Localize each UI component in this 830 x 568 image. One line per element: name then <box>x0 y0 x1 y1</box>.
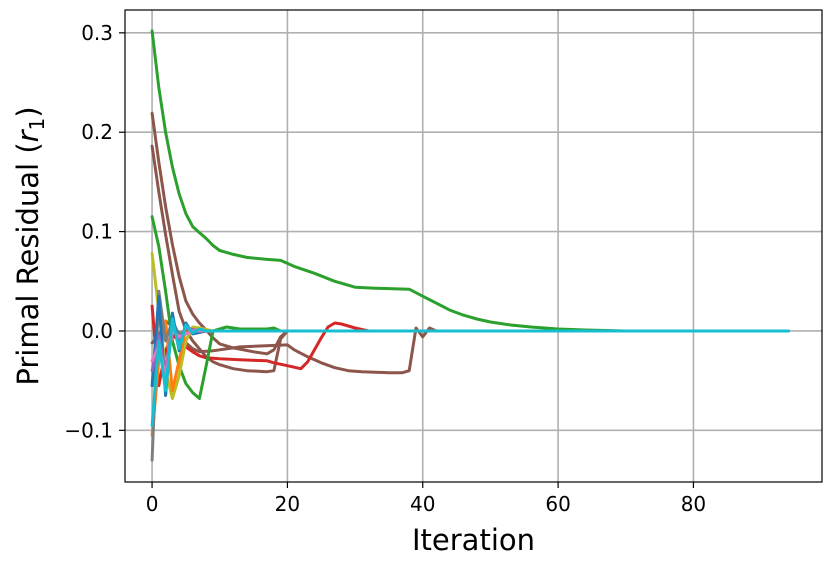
x-tick-label: 20 <box>275 492 300 516</box>
y-tick-label: 0.0 <box>81 319 113 343</box>
series-line <box>150 317 790 427</box>
x-tick-label: 80 <box>681 492 706 516</box>
y-tick-label: −0.1 <box>64 418 113 442</box>
series-lines <box>150 29 790 462</box>
grid-lines <box>125 10 822 482</box>
y-tick-label: 0.1 <box>81 220 113 244</box>
y-axis-label-variable: r <box>11 128 45 142</box>
x-tick-label: 60 <box>545 492 570 516</box>
y-axis-label-subscript: 1 <box>25 118 49 131</box>
x-tick-label: 40 <box>410 492 435 516</box>
y-axis-label-main: Primal Residual ( <box>11 142 45 385</box>
x-axis-label: Iteration <box>412 523 535 557</box>
y-axis-label: Primal Residual (r1) <box>11 106 49 385</box>
y-axis-label-close: ) <box>11 106 45 117</box>
y-tick-label: 0.2 <box>81 120 113 144</box>
y-tick-label: 0.3 <box>81 21 113 45</box>
plot-frame <box>124 9 823 483</box>
axis-ticks: 0 20 40 60 80 −0.1 0.0 0.1 0.2 0.3 <box>64 21 706 516</box>
series-line <box>150 215 790 400</box>
series-line <box>150 29 790 333</box>
x-tick-label: 0 <box>146 492 159 516</box>
